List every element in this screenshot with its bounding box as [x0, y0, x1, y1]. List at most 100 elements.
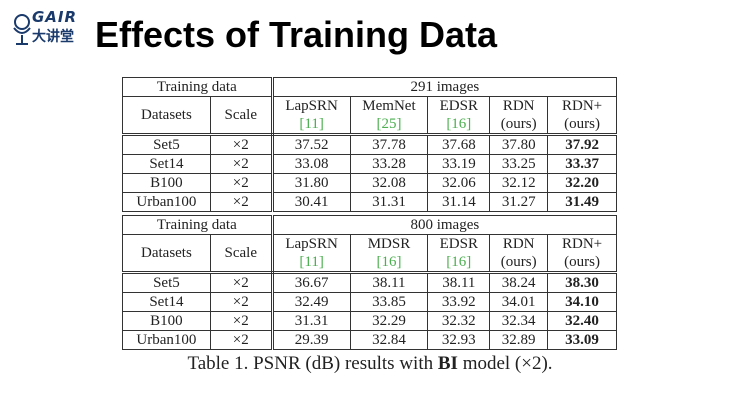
psnr-value: 32.29: [349, 311, 429, 331]
column-name: LapSRN: [285, 236, 338, 252]
psnr-value: 32.89: [489, 330, 549, 350]
psnr-value: 31.31: [271, 311, 351, 331]
training-row: Training data 800 images: [122, 215, 618, 235]
psnr-value: 34.10: [547, 292, 617, 312]
psnr-value: 37.68: [427, 134, 491, 155]
training-label: Training data: [122, 77, 274, 97]
scale: ×2: [209, 330, 274, 350]
column-header: MDSR [16]: [349, 234, 429, 274]
psnr-value: 32.49: [271, 292, 351, 312]
column-header: RDN+ (ours): [547, 234, 617, 274]
logo-brand: GAIR: [32, 8, 78, 26]
caption: Table 1. PSNR (dB) results with BI model…: [0, 353, 740, 375]
results-table: Training data 800 images Datasets Scale LapS…: [122, 215, 618, 350]
column-name: EDSR: [439, 98, 478, 114]
psnr-value: 38.30: [547, 272, 617, 293]
psnr-value: 34.01: [489, 292, 549, 312]
column-name: LapSRN: [285, 98, 338, 114]
psnr-value: 29.39: [271, 330, 351, 350]
column-header: Scale: [209, 96, 274, 136]
psnr-value: 33.85: [349, 292, 429, 312]
data-row: Set5 ×2 37.52 37.78 37.68 37.80 37.92: [122, 134, 617, 155]
data-row: Set14 ×2 33.08 33.28 33.19 33.25 33.37: [122, 154, 617, 174]
column-header: Datasets: [122, 96, 211, 136]
psnr-value: 32.12: [489, 173, 549, 193]
logo-subtitle: 大讲堂: [32, 29, 74, 45]
column-name: RDN: [502, 236, 535, 252]
training-images: 800 images: [271, 215, 618, 235]
psnr-value: 32.34: [489, 311, 549, 331]
psnr-value: 32.20: [547, 173, 617, 193]
column-name: Datasets: [141, 107, 192, 123]
data-row: B100 ×2 31.80 32.08 32.06 32.12 32.20: [122, 173, 617, 193]
dataset-name: Set5: [122, 134, 211, 155]
scale: ×2: [209, 173, 274, 193]
psnr-value: 33.19: [427, 154, 491, 174]
column-header: EDSR [16]: [427, 234, 491, 274]
psnr-value: 38.24: [489, 272, 549, 293]
column-header: EDSR [16]: [427, 96, 491, 136]
column-header: LapSRN [11]: [271, 96, 351, 136]
column-name: Scale: [224, 107, 257, 123]
training-images: 291 images: [271, 77, 618, 97]
column-header: RDN (ours): [489, 234, 549, 274]
psnr-value: 31.31: [349, 192, 429, 212]
data-row: Urban100 ×2 29.39 32.84 32.93 32.89 33.09: [122, 330, 617, 350]
caption-text: Table 1. PSNR (dB) results with: [187, 353, 438, 374]
psnr-value: 31.27: [489, 192, 549, 212]
psnr-value: 31.14: [427, 192, 491, 212]
psnr-value: 32.93: [427, 330, 491, 350]
column-note: (ours): [564, 116, 600, 132]
column-name: Datasets: [141, 245, 192, 261]
psnr-value: 37.92: [547, 134, 617, 155]
data-row: Urban100 ×2 30.41 31.31 31.14 31.27 31.49: [122, 192, 617, 212]
psnr-value: 32.32: [427, 311, 491, 331]
dataset-name: Set5: [122, 272, 211, 293]
column-note: (ours): [564, 254, 600, 270]
psnr-value: 31.49: [547, 192, 617, 212]
dataset-name: B100: [122, 173, 211, 193]
column-note: (ours): [500, 254, 537, 270]
scale: ×2: [209, 154, 274, 174]
data-row: Set5 ×2 36.67 38.11 38.11 38.24 38.30: [122, 272, 617, 293]
results-table: Training data 291 images Datasets Scale LapS…: [122, 77, 618, 212]
column-note: [16]: [446, 116, 472, 132]
tables: Training data 291 images Datasets Scale LapS…: [122, 77, 618, 353]
psnr-value: 33.37: [547, 154, 617, 174]
slide-title: Effects of Training Data: [95, 14, 498, 55]
scale: ×2: [209, 192, 274, 212]
header-row: Datasets Scale LapSRN [11] MemNet [25] EDSR [16…: [122, 96, 617, 136]
psnr-value: 33.08: [271, 154, 351, 174]
column-note: [11]: [299, 254, 324, 270]
psnr-value: 32.40: [547, 311, 617, 331]
psnr-value: 38.11: [427, 272, 491, 293]
psnr-value: 37.78: [349, 134, 429, 155]
column-header: RDN (ours): [489, 96, 549, 136]
scale: ×2: [209, 292, 274, 312]
dataset-name: Set14: [122, 154, 211, 174]
column-header: RDN+ (ours): [547, 96, 617, 136]
psnr-value: 33.25: [489, 154, 549, 174]
dataset-name: Set14: [122, 292, 211, 312]
psnr-value: 33.28: [349, 154, 429, 174]
training-label: Training data: [122, 215, 274, 235]
column-note: [16]: [376, 254, 402, 270]
dataset-name: Urban100: [122, 330, 211, 350]
psnr-value: 32.08: [349, 173, 429, 193]
psnr-value: 31.80: [271, 173, 351, 193]
psnr-value: 32.84: [349, 330, 429, 350]
psnr-value: 33.09: [547, 330, 617, 350]
psnr-value: 33.92: [427, 292, 491, 312]
column-name: MemNet: [362, 98, 416, 114]
caption-text: model (×2).: [457, 353, 553, 374]
column-note: [16]: [446, 254, 472, 270]
scale: ×2: [209, 272, 274, 293]
column-name: RDN: [502, 98, 535, 114]
column-name: EDSR: [439, 236, 478, 252]
psnr-value: 38.11: [349, 272, 429, 293]
psnr-value: 32.06: [427, 173, 491, 193]
column-header: LapSRN [11]: [271, 234, 351, 274]
column-name: Scale: [224, 245, 257, 261]
psnr-value: 36.67: [271, 272, 351, 293]
column-header: MemNet [25]: [349, 96, 429, 136]
